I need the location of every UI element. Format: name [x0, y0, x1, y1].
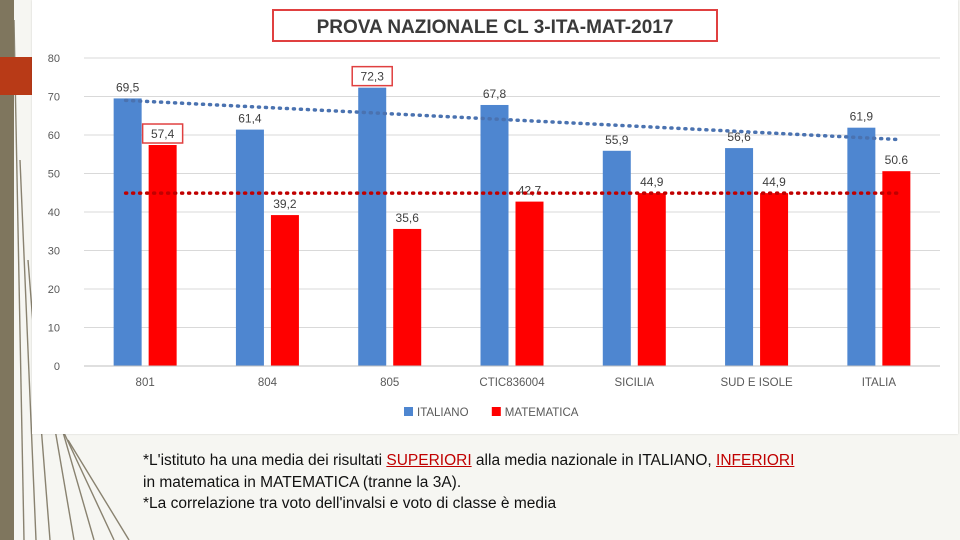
- data-label-italiano-italia: 61,9: [850, 110, 874, 124]
- data-label-italiano-sud-e-isole: 56,6: [727, 130, 751, 144]
- x-tick-sicilia: SICILIA: [614, 377, 654, 389]
- y-tick-50: 50: [48, 169, 60, 181]
- legend-swatch-matematica: [491, 407, 501, 416]
- highlight-box-matematica-801: [141, 123, 184, 144]
- y-tick-70: 70: [48, 92, 60, 104]
- bar-italiano-italia: [847, 127, 876, 366]
- data-label-matematica-801: 57,4: [151, 127, 175, 141]
- bar-matematica-ctic836004: [515, 201, 544, 366]
- chart-title-box: [272, 9, 718, 42]
- y-tick-20: 20: [48, 284, 60, 296]
- data-label-matematica-italia: 50.6: [885, 153, 909, 167]
- y-tick-10: 10: [48, 323, 60, 335]
- x-tick-ctic836004: CTIC836004: [479, 377, 545, 389]
- data-label-italiano-sicilia: 55,9: [605, 133, 629, 147]
- data-label-matematica-805: 35,6: [396, 211, 420, 225]
- data-label-matematica-ctic836004: 42,7: [518, 184, 542, 198]
- caption-highlight-inferiori: INFERIORI: [716, 452, 795, 469]
- data-label-italiano-801: 69,5: [116, 80, 140, 94]
- legend-swatch-italiano: [404, 407, 413, 416]
- bar-italiano-sicilia: [602, 150, 631, 366]
- y-tick-30: 30: [48, 246, 60, 258]
- x-tick-sud-e-isole: SUD E ISOLE: [720, 377, 793, 389]
- bar-matematica-italia: [882, 171, 911, 366]
- data-label-italiano-805: 72,3: [361, 70, 385, 84]
- caption-line-1-middle: alla media nazionale in ITALIANO,: [471, 452, 717, 469]
- caption-line-1-start: *L'istituto ha una media dei risultati: [143, 452, 387, 469]
- left-side-bar: [0, 0, 14, 540]
- y-tick-60: 60: [48, 130, 60, 142]
- caption-line-3: *La correlazione tra voto dell'invalsi e…: [143, 495, 557, 512]
- data-label-italiano-ctic836004: 67,8: [483, 87, 507, 101]
- chart-title: PROVA NAZIONALE CL 3-ITA-MAT-2017: [317, 17, 674, 38]
- bar-matematica-804: [270, 215, 299, 366]
- legend-label-italiano: ITALIANO: [417, 407, 469, 419]
- y-tick-0: 0: [54, 361, 60, 373]
- bar-matematica-sicilia: [637, 193, 666, 366]
- highlight-box-italiano-805: [351, 65, 393, 87]
- x-tick-801: 801: [136, 377, 155, 389]
- bar-italiano-ctic836004: [480, 104, 509, 366]
- bar-italiano-sud-e-isole: [725, 148, 754, 366]
- data-label-matematica-804: 39,2: [273, 197, 297, 211]
- trendline-italiano: [123, 98, 903, 142]
- bar-italiano-801: [113, 98, 142, 367]
- legend-label-matematica: MATEMATICA: [505, 407, 579, 419]
- bar-italiano-804: [235, 129, 264, 366]
- x-tick-804: 804: [258, 377, 278, 389]
- y-tick-40: 40: [48, 207, 60, 219]
- caption-line-1: *L'istituto ha una media dei risultati S…: [143, 450, 933, 472]
- bar-italiano-805: [358, 87, 387, 367]
- bar-matematica-801: [148, 145, 177, 366]
- caption-line-2: in matematica in MATEMATICA (tranne la 3…: [143, 473, 462, 491]
- caption-highlight-superiori: SUPERIORI: [386, 452, 472, 469]
- data-label-matematica-sicilia: 44,9: [640, 175, 664, 189]
- x-tick-italia: ITALIA: [862, 377, 897, 389]
- bar-chart: PROVA NAZIONALE CL 3-ITA-MAT-2017 0 10 20 30…: [48, 9, 940, 419]
- accent-block: [0, 57, 32, 95]
- bar-matematica-sud-e-isole: [760, 193, 789, 366]
- caption-text: *L'istituto ha una media dei risultati S…: [143, 450, 933, 515]
- chart-panel: PROVA NAZIONALE CL 3-ITA-MAT-2017 0 10 20 30…: [32, 0, 958, 434]
- data-label-italiano-804: 61,4: [238, 112, 262, 126]
- y-tick-80: 80: [48, 53, 60, 65]
- data-label-matematica-sud-e-isole: 44,9: [762, 175, 786, 189]
- x-tick-805: 805: [380, 377, 399, 389]
- bar-matematica-805: [393, 228, 422, 366]
